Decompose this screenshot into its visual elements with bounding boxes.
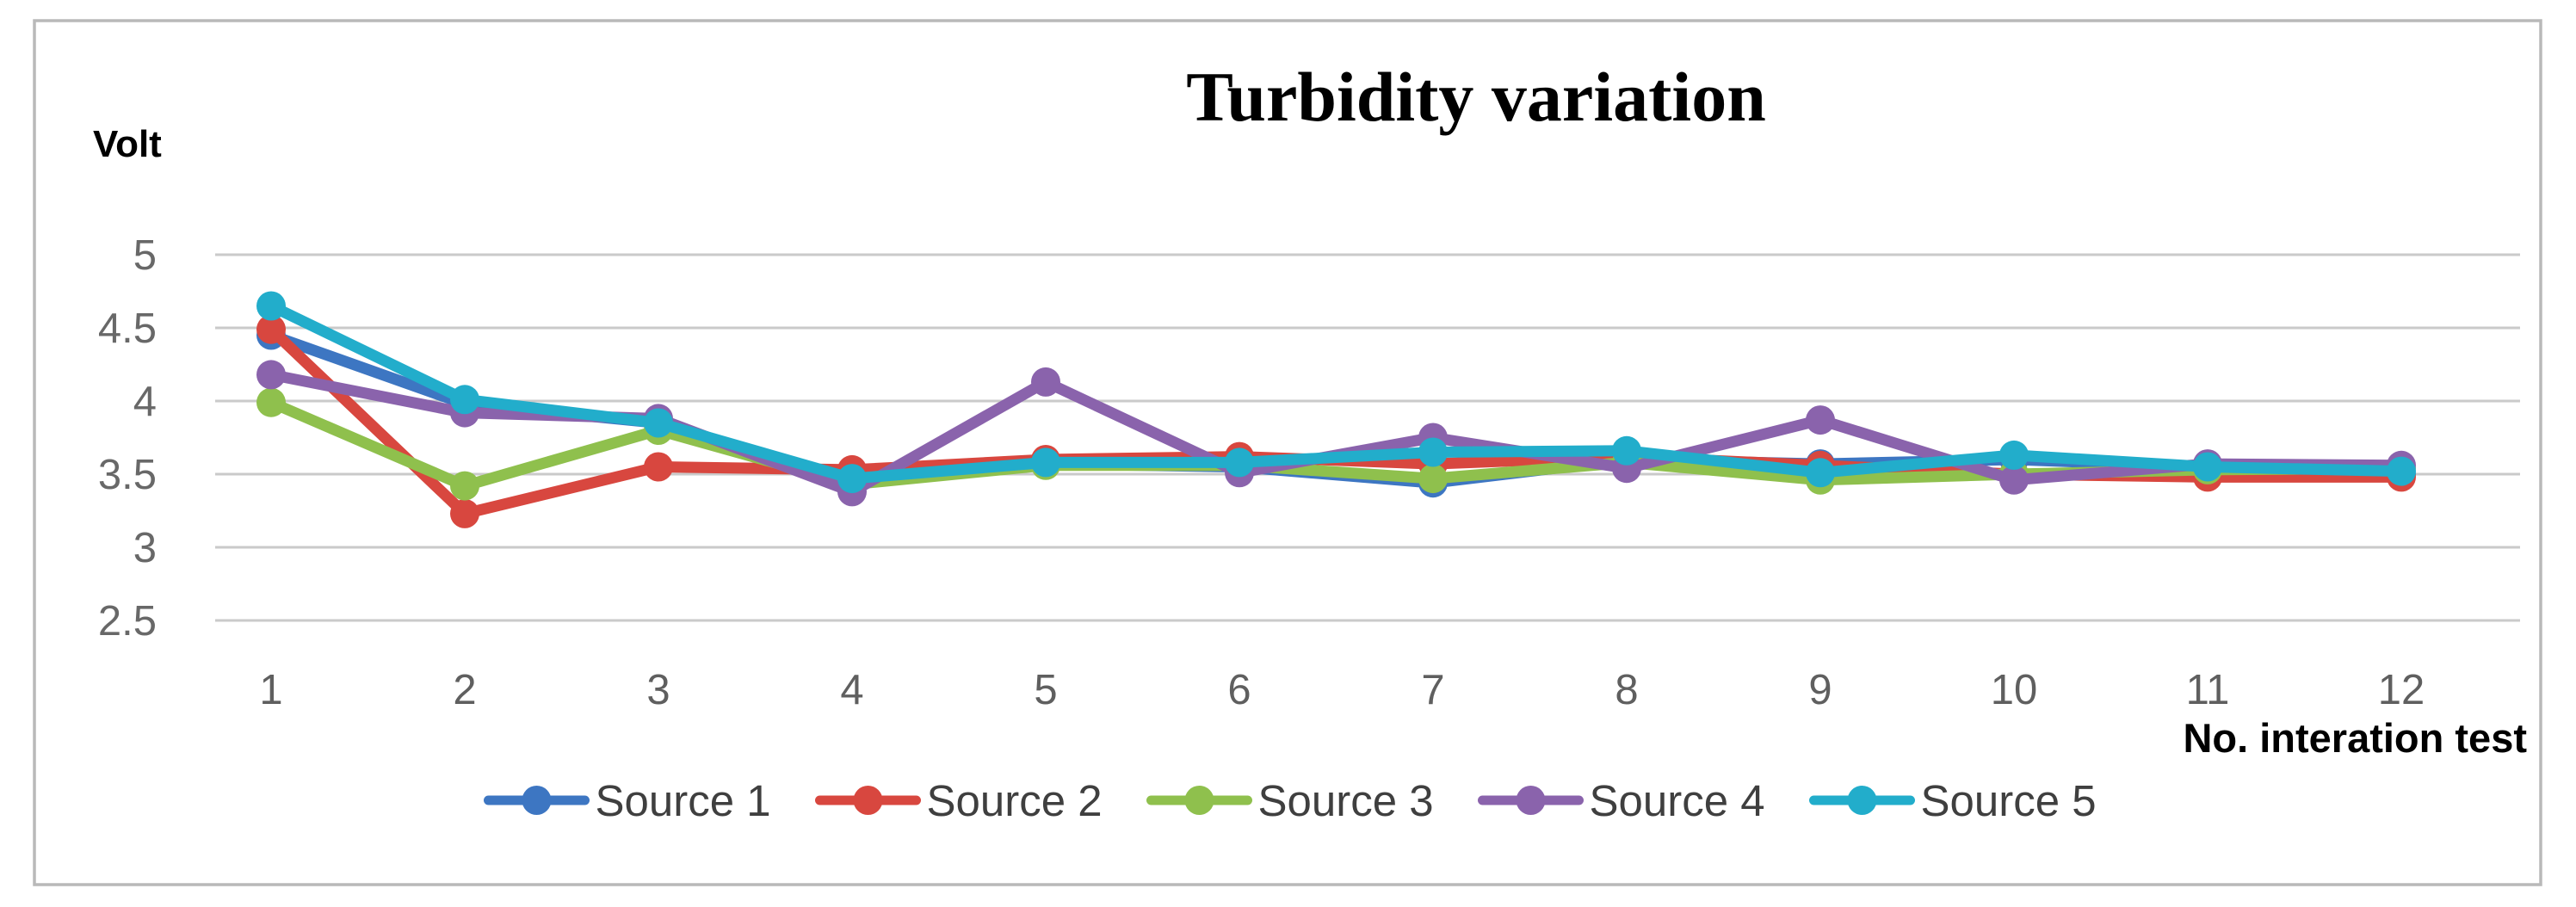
x-tick-label: 5 [1034,667,1057,713]
data-point-source-5-x7 [1418,437,1448,467]
x-tick-label: 8 [1615,667,1638,713]
data-point-source-4-x5 [1031,367,1060,397]
data-point-source-3-x2 [450,471,479,501]
data-point-source-5-x2 [450,385,479,415]
chart-title: Turbidity variation [1186,58,1766,136]
data-point-source-4-x9 [1806,405,1835,435]
legend-label-source-3: Source 3 [1258,776,1434,825]
data-point-source-3-x1 [256,387,286,417]
y-tick-label: 4 [133,379,157,425]
data-point-source-5-x5 [1031,447,1060,478]
data-point-source-5-x8 [1612,435,1641,466]
data-point-source-5-x10 [1999,440,2029,470]
legend-item-source-3: Source 3 [1146,776,1434,825]
x-tick-label: 9 [1808,667,1832,713]
x-tick-label: 4 [840,667,863,713]
y-tick-label: 4.5 [98,305,157,352]
y-axis-unit-label: Volt [93,123,162,165]
legend-label-source-2: Source 2 [927,776,1103,825]
series-layer [256,291,2416,528]
x-tick-label: 12 [2378,667,2425,713]
x-tick-label: 2 [453,667,476,713]
legend-marker-dot-source-4 [1516,786,1546,815]
y-tick-label: 3.5 [98,452,157,498]
y-tick-label: 5 [133,232,157,279]
x-tick-label: 7 [1421,667,1444,713]
data-point-source-4-x1 [256,360,286,390]
x-tick-label: 1 [259,667,282,713]
legend: Source 1 Source 2 Source 3 Source 4 Source 5 [484,776,2097,825]
legend-label-source-1: Source 1 [596,776,771,825]
legend-item-source-4: Source 4 [1478,776,1765,825]
x-tick-label: 11 [2186,667,2230,713]
data-point-source-2-x1 [256,314,286,344]
legend-marker-dot-source-5 [1847,786,1877,815]
legend-label-source-5: Source 5 [1921,776,2097,825]
x-tick-label: 6 [1227,667,1251,713]
x-tick-label: 3 [646,667,670,713]
data-point-source-2-x3 [644,452,673,482]
data-point-source-5-x4 [837,464,867,494]
x-axis-tick-labels: 1 2 3 4 5 6 7 8 9 10 11 12 [259,667,2425,713]
data-point-source-5-x6 [1225,447,1254,478]
data-point-source-5-x12 [2387,456,2416,486]
data-point-source-3-x7 [1418,464,1448,494]
legend-marker-dot-source-2 [853,786,883,815]
data-point-source-5-x11 [2193,452,2222,482]
data-point-source-5-x1 [256,291,286,321]
legend-marker-dot-source-1 [522,786,552,815]
legend-marker-dot-source-3 [1184,786,1214,815]
data-point-source-4-x10 [1999,465,2029,495]
gridlines-layer [215,253,2520,622]
y-tick-label: 3 [133,525,157,571]
x-tick-label: 10 [1991,667,2038,713]
data-point-source-5-x9 [1806,458,1835,488]
legend-item-source-1: Source 1 [484,776,771,825]
series-source-5 [256,291,2416,494]
legend-label-source-4: Source 4 [1590,776,1765,825]
y-tick-label: 2.5 [98,598,157,645]
legend-item-source-2: Source 2 [815,776,1103,825]
chart-border-frame [33,19,2542,886]
legend-item-source-5: Source 5 [1809,776,2097,825]
data-point-source-5-x3 [644,408,673,438]
y-axis-tick-labels: 5 4.5 4 3.5 3 2.5 [98,232,157,645]
data-point-source-2-x2 [450,498,479,528]
series-line-source-5 [265,300,2407,484]
x-axis-label: No. interation test [2183,715,2527,761]
